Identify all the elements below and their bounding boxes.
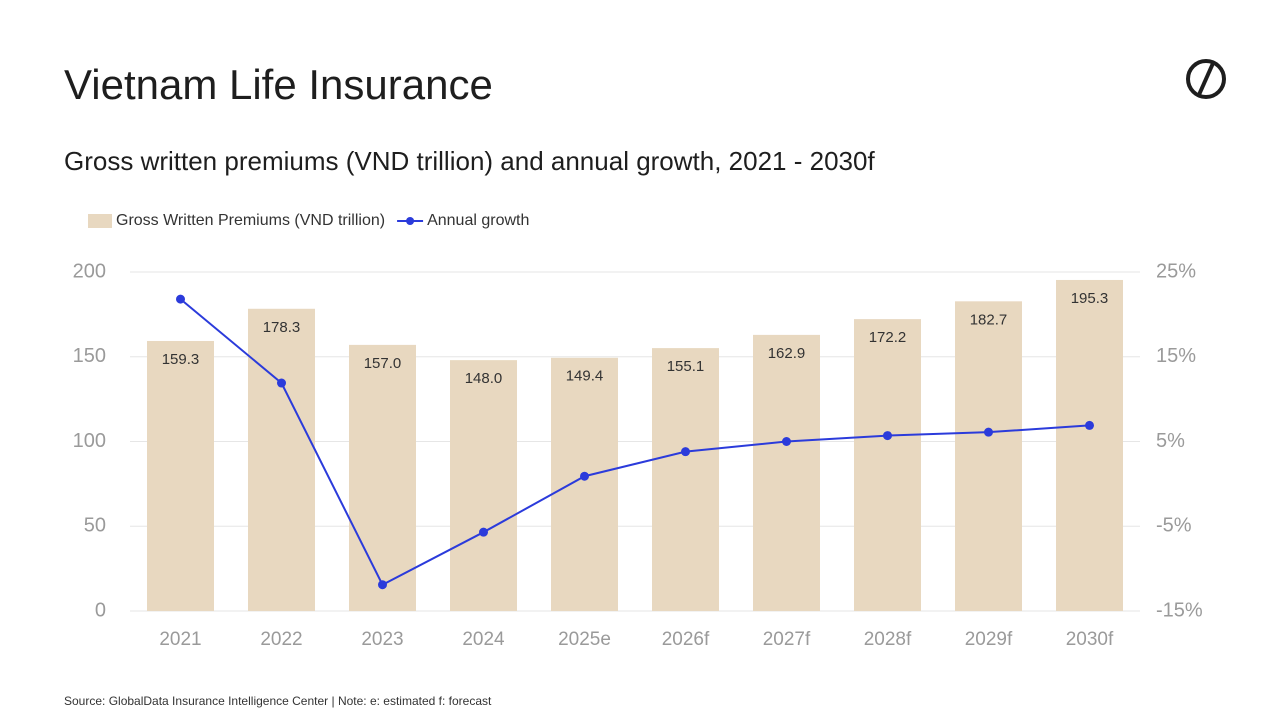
x-tick-label: 2021 [159,629,201,650]
y2-tick-label: 5% [1156,430,1185,452]
growth-point [883,431,892,441]
y-tick-label: 150 [73,345,106,367]
x-tick-label: 2024 [462,629,505,650]
bar [753,334,820,611]
growth-point [378,580,387,590]
y-tick-label: 100 [73,430,106,452]
bar [1056,279,1123,611]
y-tick-label: 0 [95,599,106,621]
x-tick-label: 2025e [558,629,611,650]
growth-point [176,294,185,304]
bar-value-label: 178.3 [263,319,301,336]
y2-tick-label: -15% [1156,599,1203,621]
y2-tick-label: -5% [1156,515,1192,537]
y-tick-label: 200 [73,260,106,282]
logo [1186,59,1226,99]
bar [955,301,1022,611]
x-tick-label: 2027f [763,629,811,650]
bar [248,308,315,611]
x-tick-label: 2030f [1066,629,1114,650]
legend-label: Annual growth [427,212,529,229]
legend-swatch [88,214,112,228]
bar-value-label: 182.7 [970,311,1008,328]
bar-value-label: 157.0 [364,355,402,372]
bar-value-label: 159.3 [162,351,200,368]
growth-line [179,298,1090,587]
page-title: Vietnam Life Insurance [64,61,493,108]
y2-tick-label: 15% [1156,345,1196,367]
bar [652,348,719,611]
x-tick-label: 2028f [864,629,912,650]
bar-value-label: 149.4 [566,368,604,385]
growth-point [782,437,791,446]
bar [147,340,214,611]
x-tick-label: 2022 [260,629,302,650]
bar-value-label: 155.1 [667,358,705,375]
bar-value-label: 148.0 [465,370,503,387]
growth-point [479,527,488,537]
x-tick-label: 2023 [361,629,403,650]
growth-point [580,471,589,481]
growth-point [681,447,690,457]
bar-value-label: 162.9 [768,345,806,362]
source-note: Source: GlobalData Insurance Intelligenc… [64,694,492,708]
logo-ring [1186,59,1226,99]
legend-label: Gross Written Premiums (VND trillion) [116,212,385,229]
logo-stroke [1196,60,1216,98]
chart-title: Gross written premiums (VND trillion) an… [64,146,875,176]
legend-marker [406,217,415,225]
bar-value-label: 195.3 [1071,290,1109,307]
bar [854,319,921,611]
bar-value-label: 172.2 [869,329,907,346]
x-tick-label: 2029f [965,629,1013,650]
bar [450,360,517,611]
growth-point [984,427,993,437]
y2-tick-label: 25% [1156,260,1196,282]
bar [349,344,416,611]
bar [551,357,618,611]
x-tick-label: 2026f [662,629,710,650]
y-tick-label: 50 [84,515,106,537]
growth-point [1085,420,1094,430]
growth-point [277,378,286,388]
